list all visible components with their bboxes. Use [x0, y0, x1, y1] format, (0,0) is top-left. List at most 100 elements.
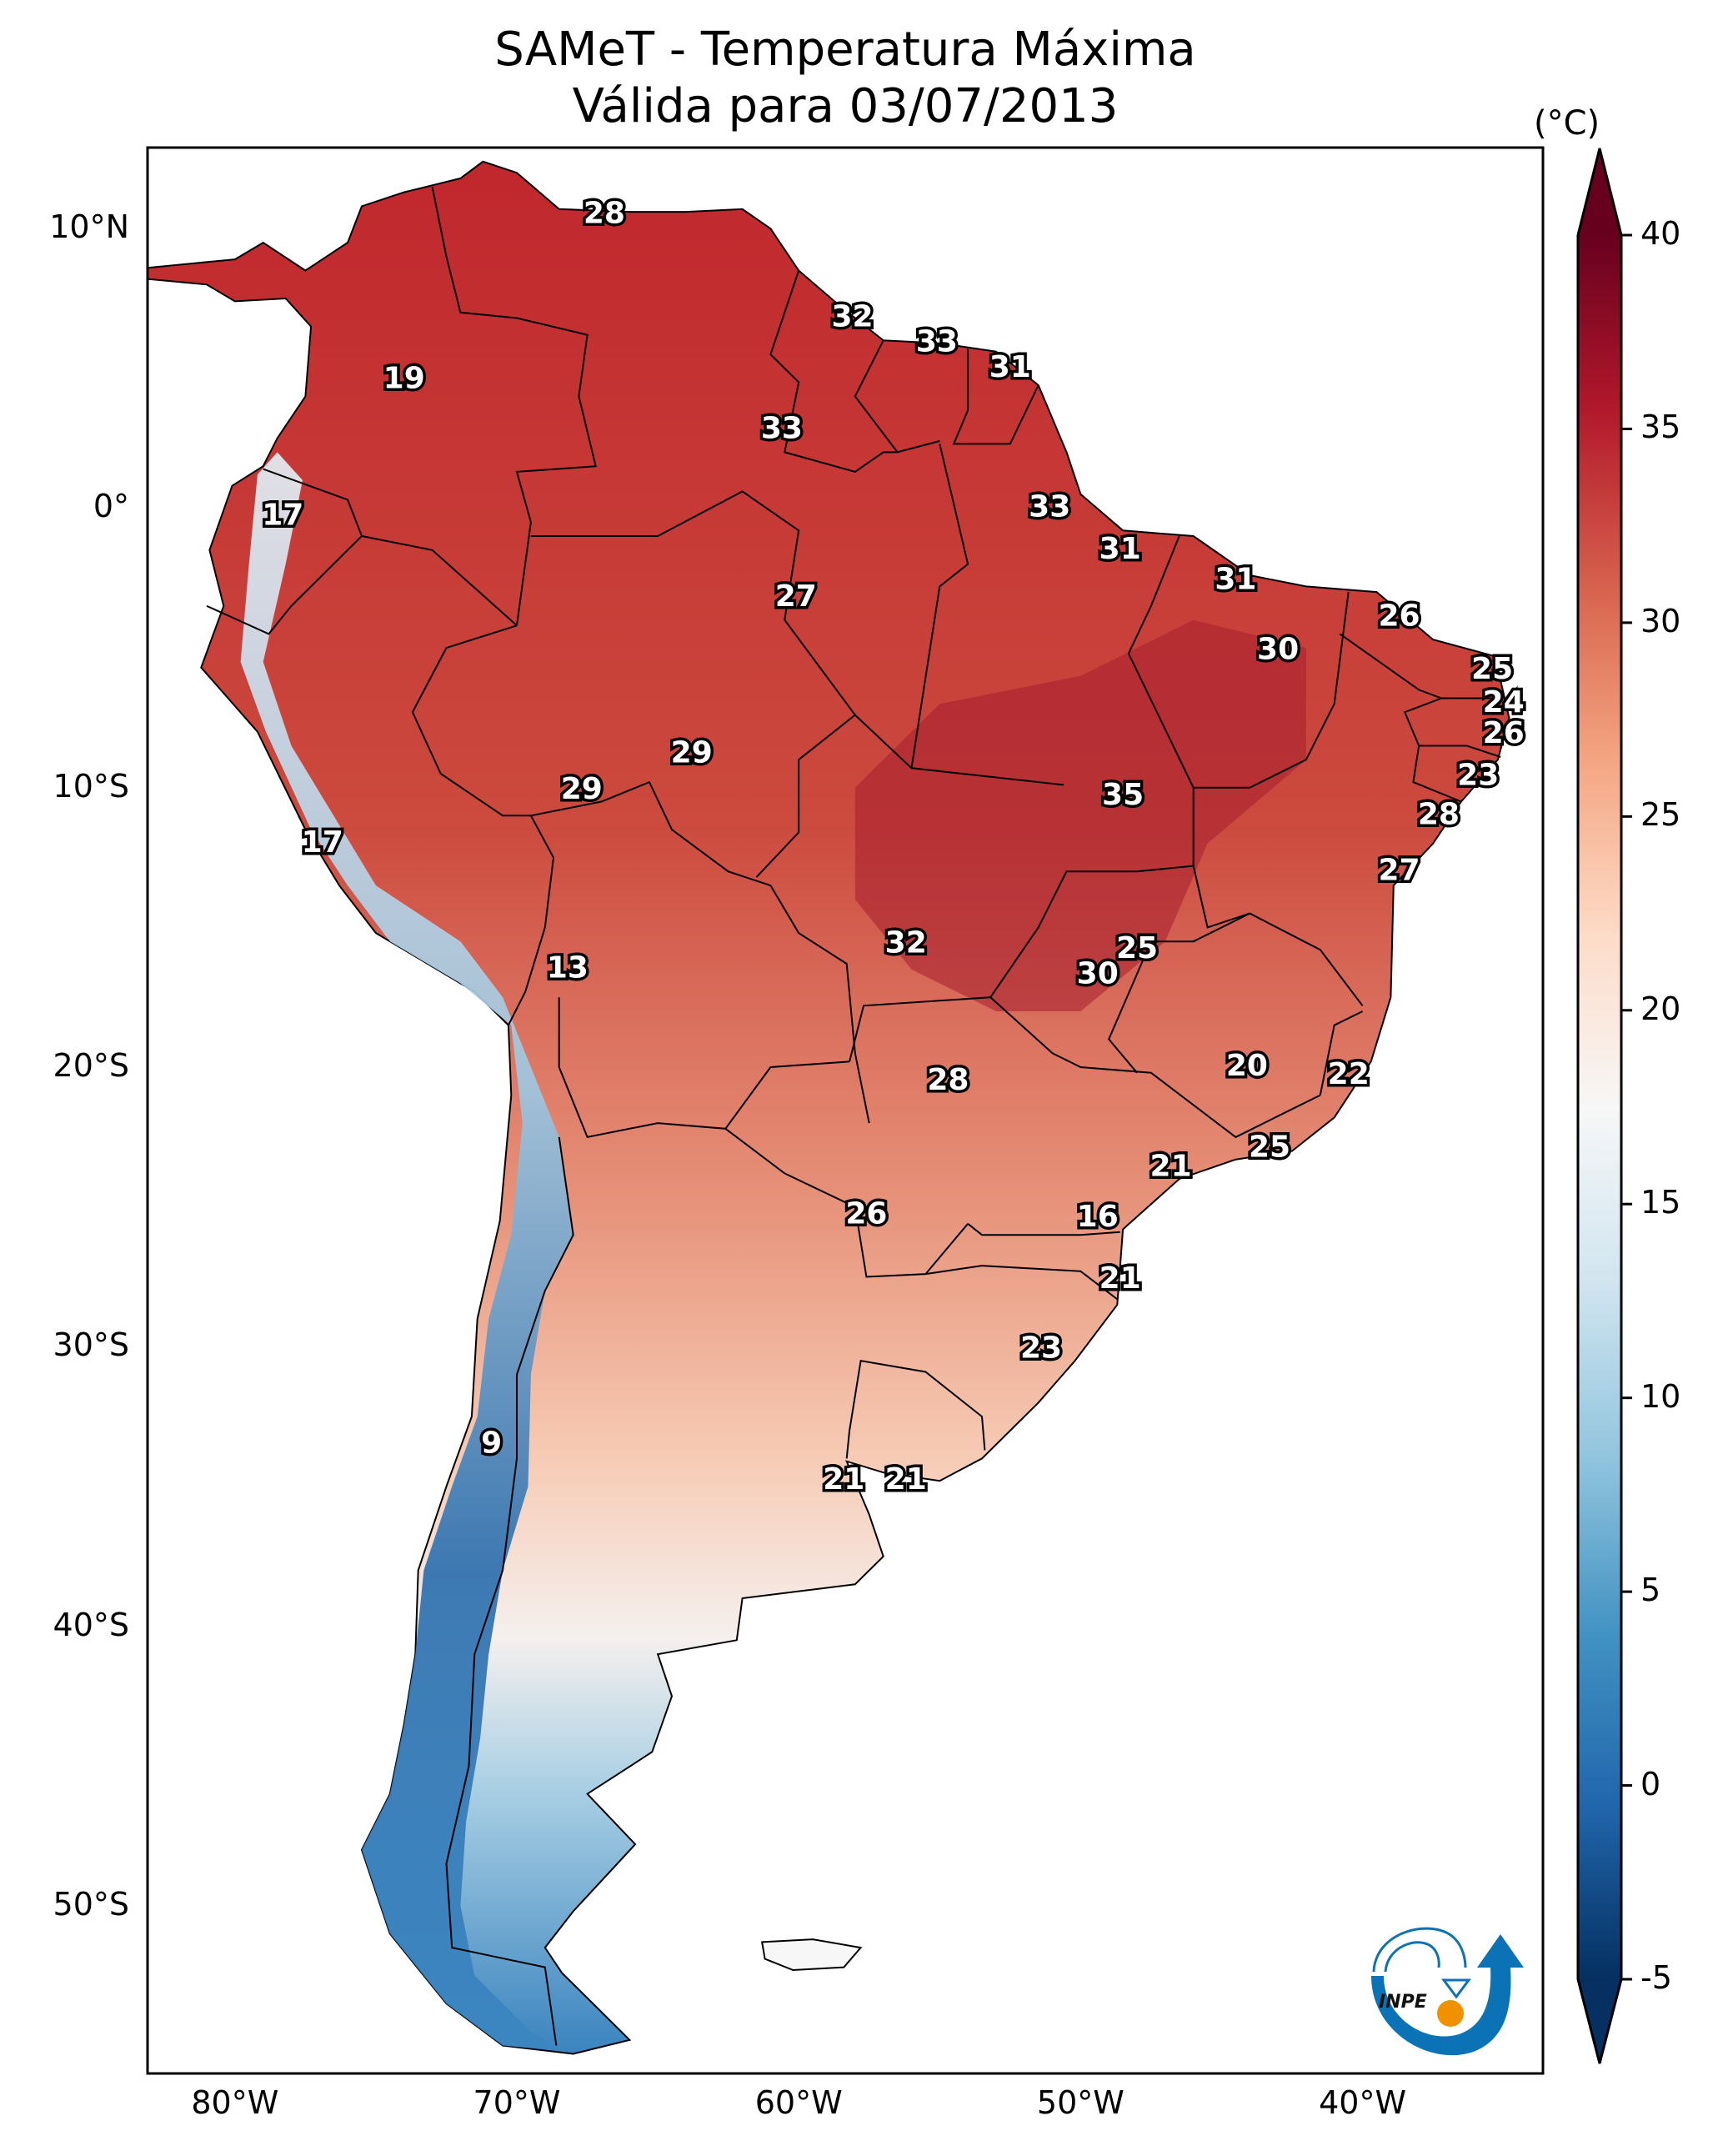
border-line — [769, 270, 898, 473]
colorbar-tick-label: 10 — [1640, 1377, 1681, 1415]
colorbar-tick-label: 30 — [1640, 602, 1681, 639]
border-line — [1193, 591, 1350, 789]
border-line — [1108, 912, 1250, 1074]
latitude-tick-label: 20°S — [53, 1047, 129, 1085]
colorbar-tick-label: -5 — [1640, 1959, 1672, 1996]
station-temperature-label: 28 — [1418, 797, 1460, 831]
chart-subtitle: Válida para 03/07/2013 — [572, 79, 1119, 133]
logo-text: INPE — [1379, 1992, 1427, 2013]
station-temperature-label: 32 — [831, 300, 873, 334]
station-temperature-label: 21 — [1099, 1261, 1141, 1296]
station-temperature-label: 31 — [1215, 563, 1256, 597]
border-line — [854, 339, 940, 454]
border-line — [967, 1223, 1120, 1236]
station-temperature-label: 30 — [1077, 956, 1119, 990]
falkland-islands — [761, 1938, 863, 1972]
station-temperature-label: 30 — [1257, 633, 1299, 667]
station-temperature-label: 20 — [1226, 1049, 1268, 1083]
station-temperature-label: 35 — [1102, 778, 1144, 812]
colorbar-tick-label: 20 — [1640, 990, 1681, 1027]
colorbar-tick-label: 15 — [1640, 1184, 1681, 1221]
station-temperature-label: 21 — [823, 1462, 864, 1497]
border-line — [952, 348, 1039, 445]
station-temperature-label: 28 — [584, 197, 625, 231]
border-line — [530, 780, 870, 1124]
border-line — [910, 444, 969, 769]
logo-orbit-icon — [1372, 1927, 1467, 1973]
station-temperature-label: 29 — [671, 736, 713, 770]
colorbar — [1576, 148, 1632, 2064]
longitude-tick-label: 40°W — [1319, 2084, 1407, 2121]
colorbar-tick-label: 25 — [1640, 796, 1681, 834]
andes-cold-region — [240, 452, 573, 2052]
station-temperature-label: 25 — [1249, 1130, 1290, 1164]
border-line — [724, 1128, 969, 1278]
station-temperature-label: 19 — [383, 361, 425, 395]
station-temperature-label: 22 — [1328, 1057, 1370, 1091]
station-temperature-label: 31 — [1099, 532, 1141, 566]
latitude-tick-label: 50°S — [53, 1885, 129, 1923]
station-temperature-label: 26 — [845, 1197, 887, 1231]
border-line — [411, 624, 555, 1026]
border-line — [1339, 633, 1504, 699]
station-temperature-label: 27 — [1378, 853, 1420, 887]
longitude-tick-label: 70°W — [473, 2084, 561, 2121]
station-temperature-label: 25 — [1116, 931, 1158, 965]
country-borders — [206, 186, 1504, 2046]
border-line — [530, 490, 856, 716]
longitude-tick-label: 60°W — [754, 2084, 843, 2121]
station-temperature-label: 21 — [885, 1462, 927, 1497]
latitude-tick-label: 10°N — [49, 208, 129, 246]
station-temperature-label: 24 — [1483, 685, 1525, 720]
station-temperature-label: 26 — [1483, 716, 1525, 750]
latitude-tick-label: 30°S — [53, 1326, 129, 1364]
station-temperature-label: 23 — [1457, 758, 1499, 792]
inpe-logo: INPE — [1371, 1927, 1524, 2056]
border-line — [431, 186, 597, 626]
chart-title: SAMeT - Temperatura Máxima — [494, 23, 1196, 77]
border-line — [849, 996, 1321, 1139]
station-temperature-label: 32 — [885, 926, 927, 960]
logo-swoosh-icon — [1371, 1934, 1524, 2056]
station-temperature-label: 25 — [1471, 652, 1513, 686]
station-temperature-label: 23 — [1020, 1331, 1062, 1366]
colorbar-tick-label: 40 — [1640, 215, 1681, 252]
station-temperature-label: 17 — [302, 825, 343, 860]
colorbar-unit-label: (°C) — [1534, 104, 1600, 143]
border-line — [445, 1136, 574, 2046]
station-temperature-label: 33 — [761, 412, 803, 446]
colorbar-body — [1578, 235, 1621, 1979]
station-temperature-label: 13 — [547, 951, 589, 985]
colorbar-extend-max — [1578, 148, 1621, 235]
station-temperature-label: 33 — [1029, 490, 1070, 524]
border-line — [1412, 745, 1462, 803]
colorbar-tick-label: 5 — [1640, 1572, 1661, 1609]
station-temperature-label: 9 — [481, 1426, 502, 1461]
logo-sun-icon — [1437, 2000, 1464, 2027]
station-temperature-label: 16 — [1077, 1200, 1119, 1234]
border-line — [755, 714, 1064, 878]
border-line — [925, 1265, 1118, 1301]
border-line — [845, 1359, 986, 1459]
latitude-tick-label: 40°S — [53, 1606, 129, 1643]
colorbar-tick-label: 35 — [1640, 409, 1681, 446]
border-line — [558, 997, 850, 1139]
station-temperature-label: 28 — [927, 1063, 969, 1097]
station-temperature-label: 31 — [989, 350, 1031, 384]
station-temperature-label: 21 — [1150, 1150, 1192, 1184]
longitude-tick-label: 50°W — [1036, 2084, 1124, 2121]
border-line — [1319, 1010, 1364, 1096]
station-temperature-label: 17 — [262, 499, 303, 533]
colorbar-extend-min — [1578, 1979, 1621, 2063]
logo-arrow-icon — [1441, 1978, 1471, 1999]
latitude-tick-label: 10°S — [53, 767, 129, 805]
continent-south-america — [148, 160, 1510, 2055]
station-temperature-label: 29 — [561, 772, 603, 806]
hot-region-central-brazil — [854, 619, 1306, 1011]
station-temperature-label: 27 — [775, 579, 817, 614]
border-line — [206, 535, 363, 635]
station-temperature-label: 26 — [1378, 599, 1420, 633]
